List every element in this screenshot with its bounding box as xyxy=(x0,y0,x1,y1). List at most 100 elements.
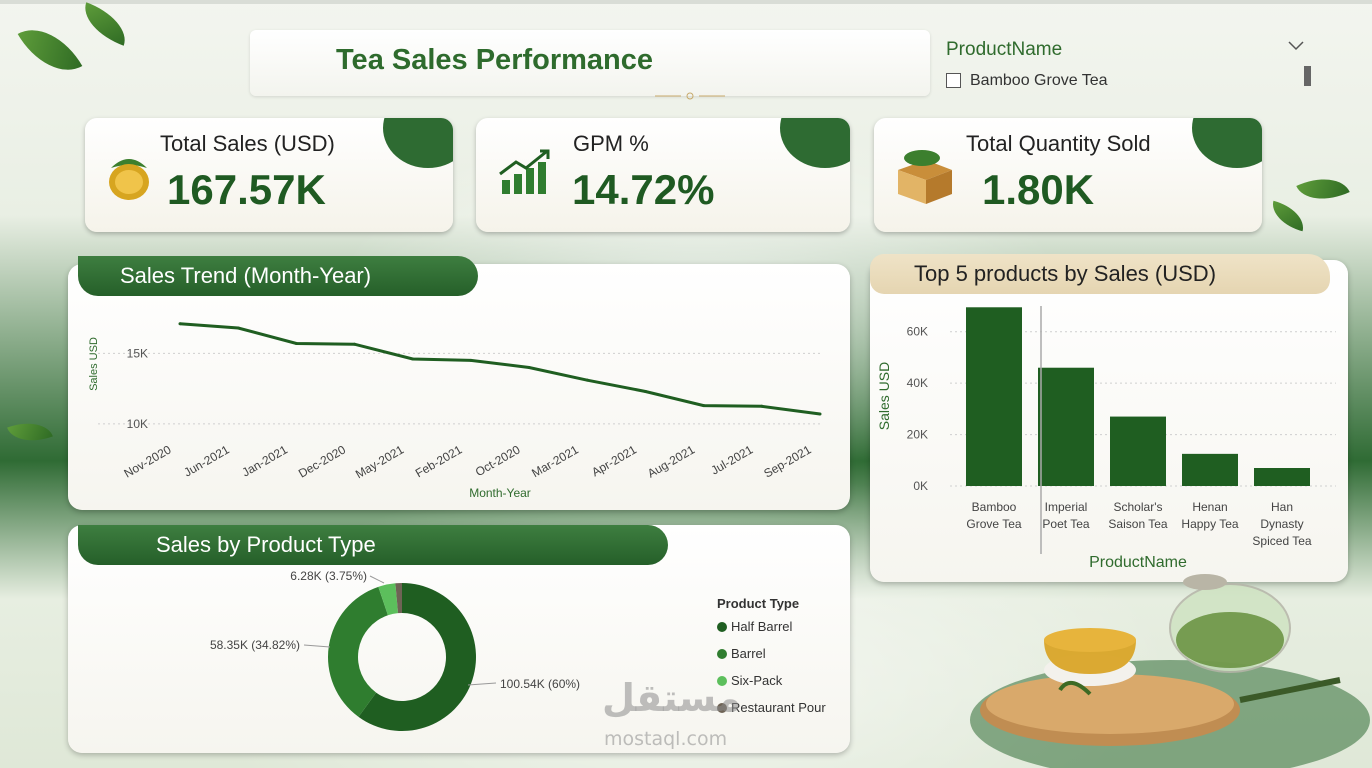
legend-item[interactable]: Half Barrel xyxy=(717,619,847,646)
bar-3 xyxy=(1110,416,1166,486)
data-label: 6.28K (3.75%) xyxy=(290,569,367,583)
x-tick-label: Nov-2020 xyxy=(121,442,173,480)
x-tick-label: Poet Tea xyxy=(1042,517,1089,531)
data-label: 58.35K (34.82%) xyxy=(210,638,300,652)
legend-item[interactable]: Barrel xyxy=(717,646,847,673)
y-tick-label: 40K xyxy=(907,376,928,390)
donut-slice-2 xyxy=(328,586,388,717)
sales-trend-line xyxy=(179,322,821,416)
y-tick-label: 20K xyxy=(907,428,928,442)
bar-5 xyxy=(1254,468,1310,486)
bar-2 xyxy=(1038,367,1094,486)
x-tick-label: Grove Tea xyxy=(966,517,1021,531)
bar-1 xyxy=(966,307,1022,486)
x-tick-label: Saison Tea xyxy=(1108,517,1167,531)
sales-trend-card: Sales Trend (Month-Year) 10K 15K Sales USD… xyxy=(68,256,850,510)
legend-dot xyxy=(717,622,727,632)
label-leader xyxy=(369,575,385,584)
legend-dot xyxy=(717,676,727,686)
donut-slice-1 xyxy=(358,583,476,731)
data-point xyxy=(411,357,415,361)
y-tick-label: 60K xyxy=(907,325,928,339)
y-axis-label: Sales USD xyxy=(88,337,100,391)
card-corner-decoration xyxy=(1192,118,1262,168)
x-tick-label: Bamboo xyxy=(972,500,1017,514)
data-point xyxy=(236,326,240,330)
data-point xyxy=(469,358,473,362)
x-tick-label: Jun-2021 xyxy=(181,442,232,479)
chevron-down-icon[interactable] xyxy=(1286,38,1306,52)
top-products-card: Top 5 products by Sales (USD) 0K 20K 40K 60… xyxy=(870,254,1348,582)
top-products-bar-chart: 0K 20K 40K 60K Sales USD Bamboo Grove Tea Imper… xyxy=(876,306,1336,571)
teapot-illustration xyxy=(970,574,1370,768)
product-type-title: Sales by Product Type xyxy=(78,525,668,565)
legend-item[interactable]: Restaurant Pour xyxy=(717,700,847,727)
donut-slice-3 xyxy=(378,583,399,616)
data-point xyxy=(294,341,298,345)
label-leader xyxy=(467,682,497,686)
label-leader xyxy=(303,644,331,648)
slicer-checkbox[interactable] xyxy=(946,73,961,88)
data-point xyxy=(527,365,531,369)
data-point xyxy=(702,404,706,408)
sales-trend-title: Sales Trend (Month-Year) xyxy=(78,256,478,296)
x-tick-label: Han xyxy=(1271,500,1293,514)
y-tick-label: 15K xyxy=(127,346,148,360)
product-type-donut-chart: 100.54K (60%) 58.35K (34.82%) 6.28K (3.75%… xyxy=(210,569,580,731)
slicer-item-label[interactable]: Bamboo Grove Tea xyxy=(970,72,1108,89)
kpi-value: 1.80K xyxy=(982,166,1095,213)
donut-slice-4 xyxy=(395,583,402,614)
kpi-card-gpm: GPM % 14.72% xyxy=(476,118,850,232)
watermark-logo: مستقل xyxy=(602,676,741,720)
legend-label: Restaurant Pour xyxy=(731,700,826,715)
x-tick-label: Imperial xyxy=(1045,500,1088,514)
x-tick-label: Henan xyxy=(1192,500,1227,514)
slicer-scrollbar[interactable] xyxy=(1304,66,1311,86)
watermark-url: mostaql.com xyxy=(604,728,728,750)
tea-box-icon xyxy=(898,150,952,204)
legend-label: Six-Pack xyxy=(731,673,783,688)
x-tick-label: Mar-2021 xyxy=(529,442,581,480)
legend-dot xyxy=(717,649,727,659)
page-title: Tea Sales Performance xyxy=(336,44,654,76)
x-axis-label: ProductName xyxy=(1089,554,1187,571)
legend-item[interactable]: Six-Pack xyxy=(717,673,847,700)
legend-title: Product Type xyxy=(717,596,800,611)
kpi-card-total-sales: Total Sales (USD) 167.57K xyxy=(85,118,453,232)
x-tick-label: Oct-2020 xyxy=(473,442,523,479)
top-border xyxy=(0,0,1372,4)
kpi-label: Total Quantity Sold xyxy=(966,131,1151,156)
x-tick-label: Feb-2021 xyxy=(413,442,465,480)
card-corner-decoration xyxy=(383,118,453,168)
kpi-value: 14.72% xyxy=(572,166,715,213)
kpi-label: GPM % xyxy=(573,131,649,156)
x-tick-label: Scholar's xyxy=(1114,500,1163,514)
product-type-card: Sales by Product Type 100.54K (60%) 58.35… xyxy=(68,525,850,753)
x-tick-label: Apr-2021 xyxy=(589,442,639,479)
x-tick-label: Jan-2021 xyxy=(240,442,291,479)
y-tick-label: 0K xyxy=(913,479,928,493)
product-type-legend: Product Type Half Barrel Barrel Six-Pack… xyxy=(717,596,847,727)
legend-dot xyxy=(717,703,727,713)
product-slicer: ProductName Bamboo Grove Tea xyxy=(930,30,1320,96)
data-point xyxy=(643,389,647,393)
top-products-title: Top 5 products by Sales (USD) xyxy=(870,254,1330,294)
data-point xyxy=(818,412,822,416)
ornament-icon xyxy=(655,92,725,100)
y-axis-label: Sales USD xyxy=(876,362,892,430)
kpi-card-quantity: Total Quantity Sold 1.80K xyxy=(874,118,1262,232)
data-point xyxy=(585,378,589,382)
legend-label: Barrel xyxy=(731,646,766,661)
sales-trend-line-chart: 10K 15K Sales USD Nov-2020 Jun-2021 Jan-2021 D… xyxy=(88,322,822,500)
data-point xyxy=(178,322,182,326)
x-tick-label: May-2021 xyxy=(353,442,406,481)
y-tick-label: 10K xyxy=(127,417,148,431)
x-tick-label: Dynasty xyxy=(1260,517,1303,531)
coin-icon xyxy=(109,159,149,200)
x-tick-label: Dec-2020 xyxy=(296,442,348,480)
kpi-label: Total Sales (USD) xyxy=(160,131,335,156)
data-point xyxy=(353,342,357,346)
x-tick-label: Happy Tea xyxy=(1181,517,1238,531)
data-point xyxy=(760,404,764,408)
slicer-title: ProductName xyxy=(946,39,1063,60)
